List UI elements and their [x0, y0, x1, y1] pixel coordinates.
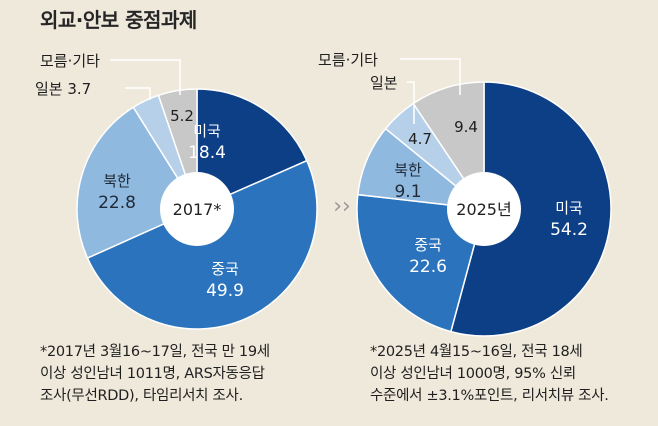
- chevron-right-icon: ››: [333, 194, 351, 219]
- slice-value-label: 일본 3.7: [35, 80, 91, 98]
- chart-title: 외교·안보 중점과제: [40, 8, 197, 32]
- slice-value-label: 5.2: [170, 107, 194, 125]
- pie-slice: [356, 193, 485, 333]
- donut-hole: [160, 172, 234, 246]
- slice-name-label: 중국: [211, 260, 239, 278]
- footnote-line: 수준에서 ±3.1%포인트, 리서치뷰 조사.: [370, 388, 609, 404]
- leader-line: [407, 81, 415, 124]
- slice-name-label: 북한: [394, 161, 422, 179]
- pie-chart-1: 2025년 미국 54.2 중국 22.6 북한 9.1 일본 4.7 모름·기타 9.4: [318, 51, 612, 337]
- slice-value-label: 9.4: [454, 118, 478, 136]
- slice-value-label: 49.9: [206, 281, 244, 301]
- slice-name-label: 모름·기타: [40, 52, 100, 70]
- slice-value-label: 18.4: [188, 143, 226, 163]
- pie-chart-0: 2017* 미국 18.4 중국 49.9 북한 22.8 일본 3.7 모름·기타 5.2: [35, 52, 318, 330]
- slice-name-label: 모름·기타: [318, 51, 378, 69]
- pie-slice: [196, 88, 308, 211]
- leader-line: [400, 58, 461, 95]
- footnote-line: *2017년 3월16~17일, 전국 만 19세: [40, 344, 270, 360]
- donut-hole: [447, 172, 521, 246]
- slice-value-label: 4.7: [408, 130, 432, 148]
- slice-value-label: 9.1: [394, 182, 421, 202]
- slice-name-label: 북한: [103, 172, 131, 190]
- footnote-line: 이상 성인남녀 1000명, 95% 신뢰: [370, 366, 576, 382]
- footnote-line: *2025년 4월15~16일, 전국 18세: [370, 344, 583, 360]
- pie-slice: [449, 81, 612, 337]
- slice-name-label: 중국: [414, 236, 442, 254]
- leader-line: [110, 59, 181, 95]
- center-label: 2017*: [173, 200, 222, 219]
- footnote-line: 이상 성인남녀 1011명, ARS자동응답: [40, 366, 265, 382]
- slice-value-label: 22.8: [98, 193, 136, 213]
- slice-name-label: 미국: [193, 122, 221, 140]
- footnote-line: 조사(무선RDD), 타임리서치 조사.: [40, 388, 243, 404]
- slice-value-label: 22.6: [409, 257, 447, 277]
- slice-name-label: 일본: [370, 74, 398, 92]
- slice-value-label: 54.2: [550, 220, 588, 240]
- leader-line: [125, 87, 151, 100]
- footnote-2017: *2017년 3월16~17일, 전국 만 19세 이상 성인남녀 1011명,…: [40, 341, 270, 407]
- footnote-2025: *2025년 4월15~16일, 전국 18세 이상 성인남녀 1000명, 9…: [370, 341, 609, 407]
- center-label: 2025년: [456, 200, 511, 219]
- slice-name-label: 미국: [555, 199, 583, 217]
